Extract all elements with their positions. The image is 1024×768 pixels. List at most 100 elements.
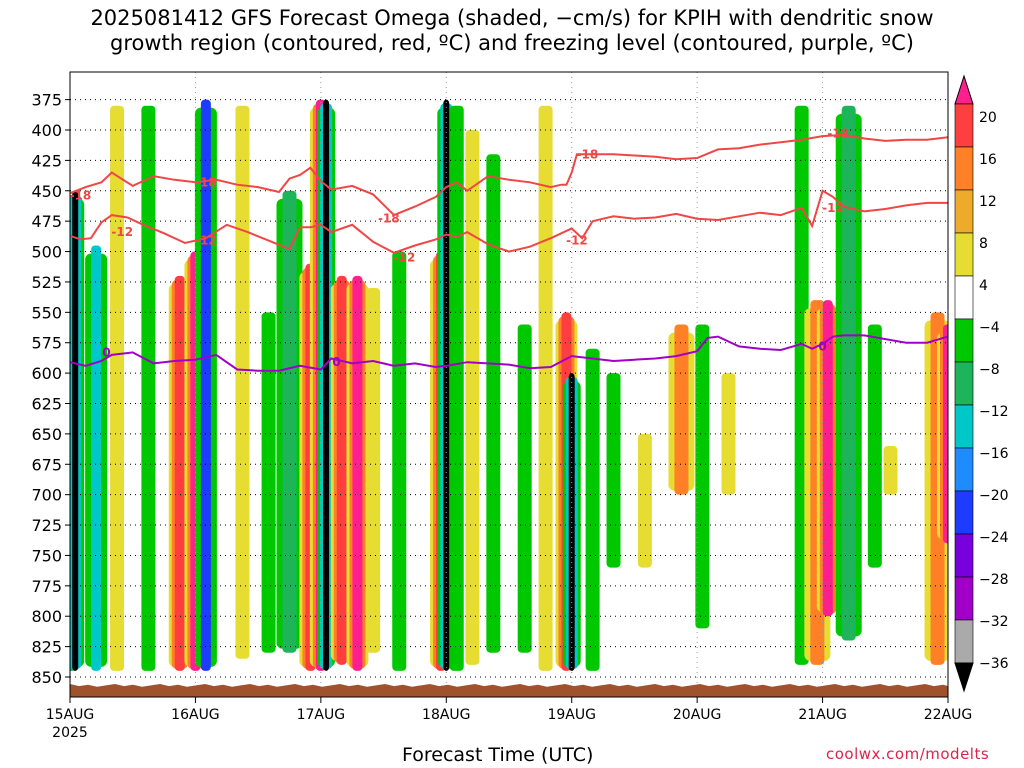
contour-label: -18 xyxy=(577,147,599,161)
x-tick-label: 15AUG xyxy=(46,707,95,723)
y-tick-label: 575 xyxy=(31,334,62,353)
y-tick-label: 800 xyxy=(31,607,62,626)
contour-label: -18 xyxy=(378,212,400,226)
colorbar: 20 16 12 8 4 −4 −8 −12 −16 −20 −24 −28 −32 −36 xyxy=(954,74,1009,693)
credit-label: coolwx.com/modelts xyxy=(826,745,990,763)
x-year-label: 2025 xyxy=(52,725,88,741)
contour-label: -12 xyxy=(394,251,416,265)
colorbar-label: −28 xyxy=(979,572,1009,588)
colorbar-label: 12 xyxy=(979,194,997,210)
omega-cell xyxy=(16,106,30,671)
y-tick-label: 600 xyxy=(31,364,62,383)
y-tick-label: 725 xyxy=(31,516,62,535)
temperature-contours: -18 -18 -18 -18 -18 -12 -12 -12 -12 -12 0 0 0 xyxy=(70,127,948,372)
contour-label: 0 xyxy=(332,355,340,369)
colorbar-label: −12 xyxy=(979,404,1009,420)
y-tick-label: 825 xyxy=(31,638,62,657)
y-tick-label: 525 xyxy=(31,273,62,292)
x-axis: 15AUG 16AUG 17AUG 18AUG 19AUG 20AUG 21AUG 22AUG… xyxy=(46,697,973,741)
omega-shading xyxy=(16,99,948,671)
y-tick-label: 775 xyxy=(31,577,62,596)
colorbar-swatch xyxy=(954,232,974,277)
omega-cell xyxy=(822,300,833,617)
y-tick-label: 675 xyxy=(31,455,62,474)
contour-label: -12 xyxy=(566,234,588,248)
contour-label: -12 xyxy=(195,234,217,248)
colorbar-label: −24 xyxy=(979,530,1009,546)
x-tick-label: 16AUG xyxy=(171,707,220,723)
colorbar-top-arrow xyxy=(954,74,974,105)
colorbar-label: 20 xyxy=(979,110,997,126)
y-tick-label: 400 xyxy=(31,121,62,140)
x-tick-label: 20AUG xyxy=(673,707,722,723)
omega-cell xyxy=(867,324,882,568)
omega-cell xyxy=(392,251,407,671)
omega-cell xyxy=(449,105,464,671)
y-tick-label: 625 xyxy=(31,395,62,414)
omega-cell xyxy=(261,312,276,653)
colorbar-swatch xyxy=(954,447,974,492)
x-tick-label: 19AUG xyxy=(547,707,596,723)
colorbar-label: 8 xyxy=(979,236,988,252)
title-line-2: growth region (contoured, red, ºC) and f… xyxy=(110,31,914,55)
x-tick-label: 22AUG xyxy=(924,707,973,723)
contour-label: -12 xyxy=(822,201,844,215)
omega-cell xyxy=(841,105,856,641)
contour-label: 0 xyxy=(102,345,110,359)
omega-cell xyxy=(695,324,710,629)
colorbar-swatch xyxy=(954,361,974,406)
contour-label: 0 xyxy=(818,339,826,353)
y-tick-label: 700 xyxy=(31,486,62,505)
colorbar-swatch xyxy=(954,275,974,320)
omega-cell xyxy=(91,245,102,671)
omega-cell xyxy=(235,105,250,659)
colorbar-swatch xyxy=(954,576,974,621)
omega-cell xyxy=(443,99,450,671)
y-tick-label: 425 xyxy=(31,151,62,170)
colorbar-label: −4 xyxy=(979,320,1000,336)
omega-cell xyxy=(674,324,689,495)
omega-cell xyxy=(336,275,347,665)
y-tick-label: 550 xyxy=(31,303,62,322)
omega-cell xyxy=(721,373,736,495)
colorbar-bottom-arrow xyxy=(954,662,974,693)
plot-frame xyxy=(69,71,949,698)
colorbar-swatch xyxy=(954,533,974,578)
omega-cell xyxy=(110,105,125,671)
omega-cell xyxy=(323,99,330,671)
omega-cell xyxy=(538,105,553,671)
colorbar-swatch xyxy=(954,189,974,234)
colorbar-swatch xyxy=(954,619,974,664)
omega-cell xyxy=(883,446,898,495)
contour-line xyxy=(70,189,948,254)
contour-label: -18 xyxy=(195,175,217,189)
terrain-ground xyxy=(70,684,948,697)
y-axis: 375 400 425 450 475 500 525 550 575 600 625 650 675 7… xyxy=(31,91,70,687)
omega-cell xyxy=(282,190,297,653)
x-tick-label: 21AUG xyxy=(798,707,847,723)
colorbar-label: −32 xyxy=(979,614,1009,630)
colorbar-label: 16 xyxy=(979,152,997,168)
colorbar-swatch xyxy=(954,318,974,363)
x-axis-title: Forecast Time (UTC) xyxy=(402,744,594,766)
omega-cell xyxy=(174,275,185,671)
colorbar-swatch xyxy=(954,103,974,148)
colorbar-swatch xyxy=(954,490,974,535)
colorbar-label: −20 xyxy=(979,488,1009,504)
chart-title: 2025081412 GFS Forecast Omega (shaded, −… xyxy=(0,6,1024,56)
omega-cell xyxy=(200,99,211,671)
omega-cell xyxy=(141,105,156,671)
x-tick-label: 17AUG xyxy=(297,707,346,723)
contour-label: -18 xyxy=(70,189,92,203)
y-tick-label: 650 xyxy=(31,425,62,444)
y-tick-label: 500 xyxy=(31,243,62,262)
omega-cell xyxy=(637,433,652,568)
contour-label: -18 xyxy=(827,127,849,141)
terrain-band xyxy=(70,684,948,697)
omega-cell xyxy=(585,348,600,671)
y-tick-label: 375 xyxy=(31,91,62,110)
omega-cell xyxy=(72,190,79,671)
omega-cell xyxy=(606,373,621,568)
contour-line xyxy=(70,133,948,217)
